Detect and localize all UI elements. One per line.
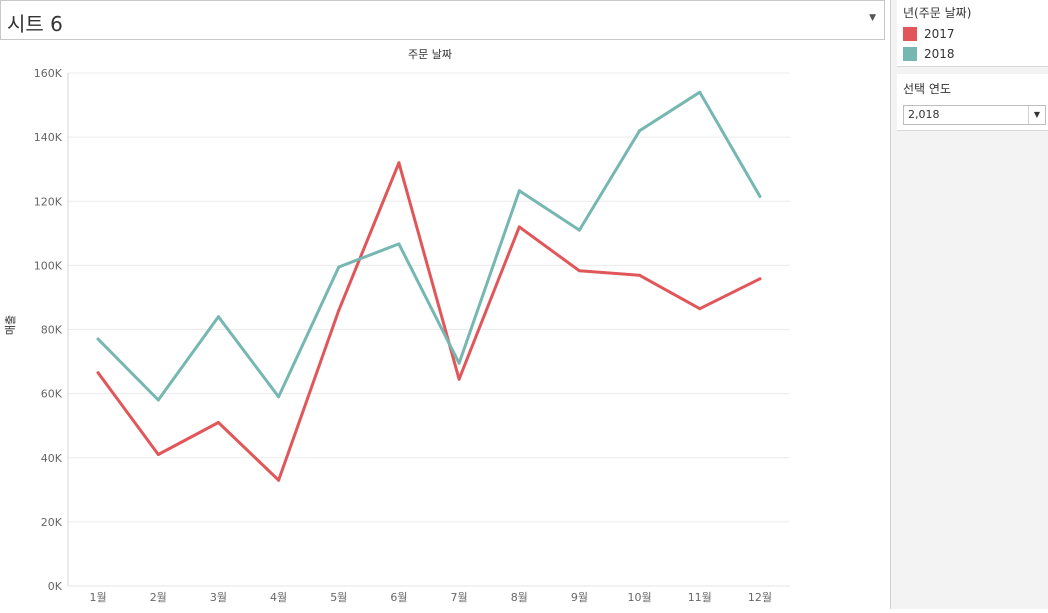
data-point-2018[interactable] — [457, 361, 461, 365]
line-chart: 주문 날짜 매출 0K20K40K60K80K100K120K140K160K … — [4, 48, 790, 604]
data-point-2017[interactable] — [457, 377, 461, 381]
data-point-2018[interactable] — [397, 242, 401, 246]
x-tick-label: 5월 — [330, 591, 347, 604]
data-point-2018[interactable] — [758, 194, 762, 198]
data-point-2017[interactable] — [156, 453, 160, 456]
x-tick-label: 8월 — [511, 591, 528, 604]
color-legend: 년(주문 날짜) 2017 2018 — [897, 0, 1048, 67]
data-point-2017[interactable] — [577, 269, 581, 273]
year-filter-dropdown[interactable]: 2,018 ▼ — [903, 105, 1046, 125]
data-point-2018[interactable] — [337, 265, 341, 269]
data-point-2017[interactable] — [758, 277, 762, 281]
y-tick-label: 40K — [41, 452, 63, 465]
legend-swatch — [903, 27, 917, 41]
data-point-2017[interactable] — [96, 371, 100, 375]
legend-label: 2017 — [924, 27, 955, 41]
right-pane: 년(주문 날짜) 2017 2018 선택 연도 2,018 ▼ — [891, 0, 1048, 609]
data-point-2017[interactable] — [397, 161, 401, 165]
y-tick-label: 120K — [34, 195, 63, 208]
data-point-2017[interactable] — [698, 307, 702, 311]
data-point-2017[interactable] — [337, 308, 341, 312]
filter-title: 선택 연도 — [903, 82, 951, 96]
x-tick-label: 11월 — [688, 591, 712, 604]
x-tick-label: 3월 — [210, 591, 227, 604]
year-filter: 선택 연도 2,018 ▼ — [897, 74, 1048, 131]
x-tick-label: 6월 — [390, 591, 407, 604]
chart-area: 주문 날짜 매출 0K 20K 40K 60K 80K 100K 120K 140K 160K … — [0, 40, 890, 609]
x-tick-label: 4월 — [270, 591, 287, 604]
x-tick-labels: 1월 2월 3월 4월 5월 6월 7월 8월 9월 10월 11월 12월 — [90, 591, 772, 604]
filter-selected-value: 2,018 — [908, 108, 940, 121]
data-point-2017[interactable] — [277, 478, 281, 482]
data-point-2018[interactable] — [698, 90, 702, 94]
series-line-2018[interactable] — [96, 90, 762, 402]
data-point-2018[interactable] — [517, 189, 521, 193]
y-tick-label: 160K — [34, 67, 63, 80]
sheet-title-bar: 시트 6 ▼ — [0, 0, 885, 40]
data-point-2018[interactable] — [96, 337, 100, 341]
sheet-title: 시트 6 — [7, 12, 63, 36]
data-point-2017[interactable] — [638, 273, 642, 277]
y-tick-label: 140K — [34, 131, 63, 144]
x-tick-label: 2월 — [150, 591, 167, 604]
x-tick-label: 7월 — [451, 591, 468, 604]
axes — [67, 73, 790, 587]
chart-title: 주문 날짜 — [408, 48, 452, 61]
x-tick-label: 10월 — [628, 591, 652, 604]
data-point-2017[interactable] — [517, 225, 521, 229]
series-lines — [96, 90, 762, 482]
legend-swatch — [903, 47, 917, 61]
y-tick-label: 60K — [41, 388, 63, 401]
legend-title: 년(주문 날짜) — [903, 6, 972, 20]
data-point-2018[interactable] — [638, 129, 642, 133]
pane-divider[interactable] — [890, 0, 891, 609]
y-tick-label: 100K — [34, 259, 63, 272]
y-tick-label: 80K — [41, 324, 63, 337]
x-tick-label: 1월 — [90, 591, 107, 604]
y-tick-label: 0K — [48, 580, 63, 593]
legend-label: 2018 — [924, 47, 955, 61]
chevron-down-icon[interactable]: ▼ — [1028, 106, 1045, 124]
series-line-2017[interactable] — [96, 161, 762, 482]
y-tick-label: 20K — [41, 516, 63, 529]
data-point-2018[interactable] — [577, 228, 581, 232]
x-tick-label: 12월 — [748, 591, 772, 604]
y-tick-labels: 0K 20K 40K 60K 80K 100K 120K 140K 160K — [34, 67, 63, 593]
data-point-2018[interactable] — [216, 315, 220, 319]
data-point-2017[interactable] — [216, 421, 220, 424]
data-point-2018[interactable] — [156, 398, 160, 402]
x-tick-label: 9월 — [571, 591, 588, 604]
data-point-2018[interactable] — [277, 395, 281, 399]
y-axis-label: 매출 — [4, 315, 17, 335]
gridlines — [68, 72, 790, 523]
sheet-menu-caret-icon[interactable]: ▼ — [869, 13, 876, 23]
